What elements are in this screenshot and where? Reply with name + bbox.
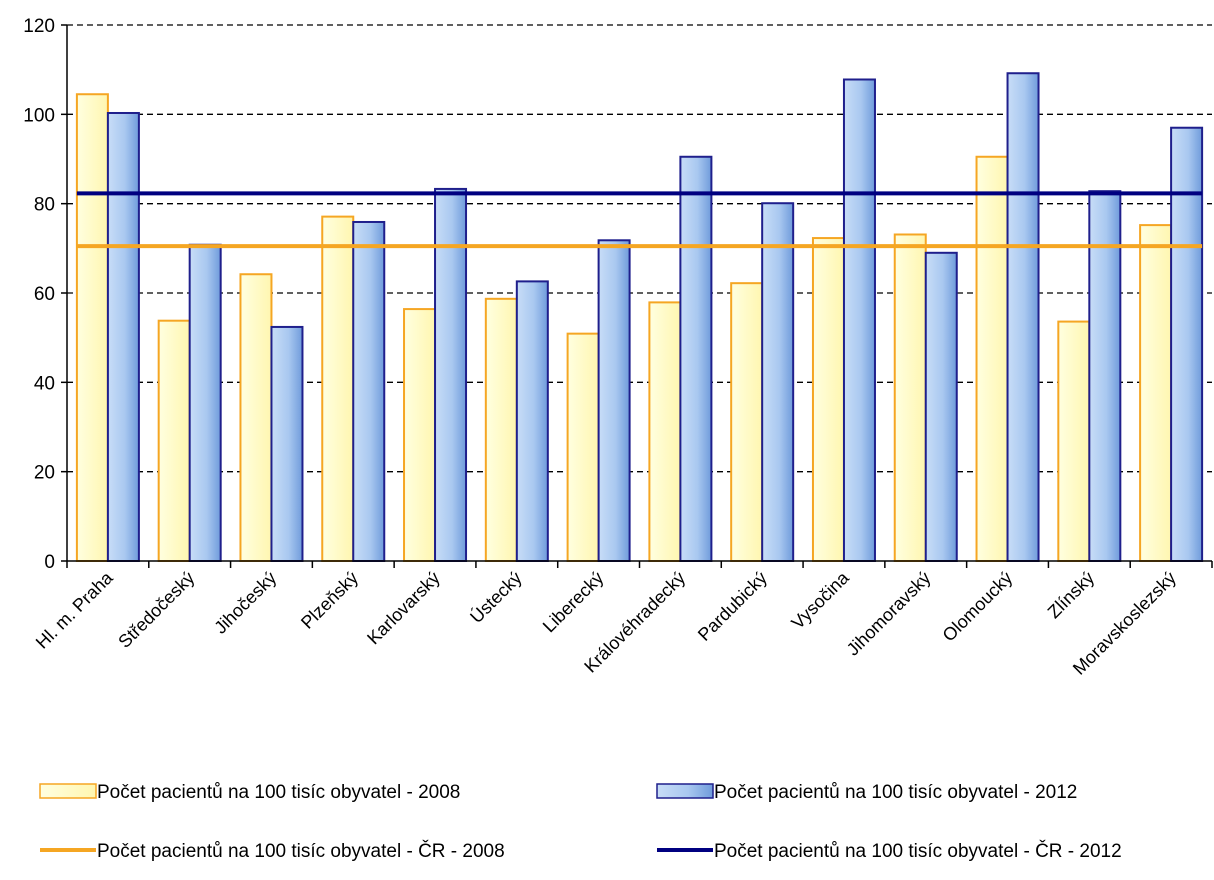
x-tick-label: Liberecký — [539, 568, 608, 637]
x-tick-label: Vysočina — [787, 567, 853, 633]
bar-2012 — [106, 111, 140, 562]
bar-2012 — [1088, 190, 1122, 562]
y-tick-label: 80 — [34, 195, 55, 216]
bar-2012 — [679, 155, 713, 562]
legend-label: Počet pacientů na 100 tisíc obyvatel - Č… — [97, 840, 505, 862]
bar-2008 — [75, 93, 109, 562]
x-tick-label: Karlovarský — [363, 568, 444, 649]
bar-2012 — [597, 239, 631, 562]
x-tick-label: Jihomoravský — [843, 568, 935, 660]
bar-2008 — [157, 319, 191, 562]
bar-2012 — [842, 78, 876, 562]
bar-2012 — [1006, 72, 1040, 563]
bar-2008 — [730, 282, 764, 562]
x-tick-label: Olomoucký — [939, 568, 1017, 646]
bar-2008 — [1057, 320, 1091, 562]
bar-2012 — [515, 280, 549, 562]
legend-swatch — [656, 783, 714, 799]
bar-2008 — [975, 155, 1009, 562]
x-tick-label: Plzeňský — [297, 568, 362, 633]
bar-2008 — [893, 233, 927, 562]
bar-2012 — [924, 251, 958, 563]
x-tick-label: Hl. m. Praha — [32, 567, 118, 653]
y-tick-label: 0 — [44, 552, 55, 573]
legend-label: Počet pacientů na 100 tisíc obyvatel - 2… — [714, 782, 1077, 803]
y-tick-label: 120 — [23, 16, 55, 37]
bar-2012 — [188, 243, 222, 562]
bars — [75, 72, 1204, 563]
y-tick-label: 40 — [34, 373, 55, 394]
bar-2012 — [761, 202, 795, 562]
x-tick-label: Zlínský — [1044, 568, 1098, 622]
bar-2008 — [566, 332, 600, 562]
bar-2008 — [403, 308, 437, 562]
x-tick-label: Pardubický — [694, 568, 771, 645]
gridlines — [67, 24, 1212, 473]
bar-2008 — [239, 273, 273, 562]
legend: Počet pacientů na 100 tisíc obyvatel - 2… — [39, 782, 1122, 862]
bar-2008 — [1139, 224, 1173, 563]
bar-2008 — [484, 297, 518, 562]
bar-2008 — [811, 237, 845, 562]
y-tick-label: 60 — [34, 284, 55, 305]
y-tick-label: 20 — [34, 463, 55, 484]
bar-2012 — [270, 325, 304, 562]
legend-swatch — [39, 783, 97, 799]
bar-2008 — [321, 215, 355, 562]
legend-label: Počet pacientů na 100 tisíc obyvatel - 2… — [97, 782, 460, 803]
x-tick-label: Ústecký — [466, 567, 526, 627]
bar-2012 — [352, 220, 386, 562]
bar-2012 — [1170, 126, 1204, 562]
legend-label: Počet pacientů na 100 tisíc obyvatel - Č… — [714, 840, 1122, 862]
reference-lines — [76, 191, 1203, 249]
bar-2008 — [648, 301, 682, 562]
y-tick-label: 100 — [23, 105, 55, 126]
x-tick-label: Středočeský — [114, 568, 198, 652]
x-tick-label: Jihočeský — [210, 568, 280, 638]
